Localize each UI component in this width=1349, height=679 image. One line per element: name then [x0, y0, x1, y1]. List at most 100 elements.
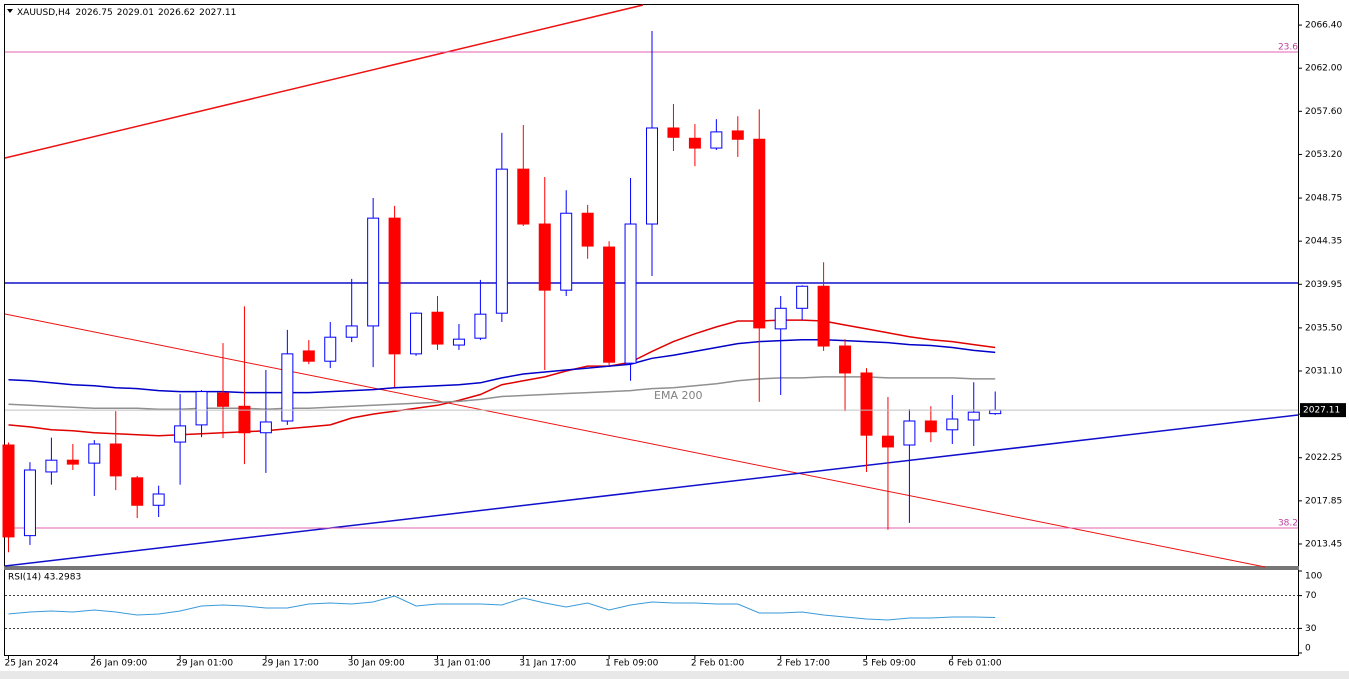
trendline: [4, 313, 1266, 568]
trendline: [4, 4, 644, 159]
x-tick-label: 26 Jan 09:00: [90, 659, 147, 669]
candle-body: [238, 405, 251, 434]
candle-body: [624, 223, 637, 364]
candle-body: [259, 421, 272, 434]
candle-body: [538, 223, 551, 291]
y-tick-label: 2057.60: [1305, 107, 1342, 117]
y-tick-label: 2017.85: [1305, 496, 1342, 506]
y-tick-label: 30: [1305, 624, 1317, 634]
x-tick-label: 30 Jan 09:00: [348, 659, 405, 669]
candle-body: [860, 372, 873, 436]
candle-body: [667, 127, 680, 138]
menu-arrow[interactable]: [7, 9, 13, 13]
candle-body: [66, 459, 79, 465]
header-high: 2029.01: [117, 8, 154, 18]
moving-average: [8, 319, 996, 437]
moving-average: [8, 376, 996, 410]
candle-body: [560, 212, 573, 291]
trendline: [4, 414, 1299, 567]
y-tick-label: 2035.50: [1305, 323, 1342, 333]
x-tick-label: 31 Jan 17:00: [519, 659, 576, 669]
candle-body: [367, 217, 380, 327]
header-low: 2026.62: [158, 8, 195, 18]
scroll-strip: [0, 671, 1349, 679]
x-tick-label: 31 Jan 01:00: [434, 659, 491, 669]
x-tick-label: 29 Jan 17:00: [262, 659, 319, 669]
x-tick-label: 25 Jan 2024: [5, 659, 59, 669]
candle-body: [753, 138, 766, 329]
candle-body: [345, 325, 358, 338]
x-tick-label: 1 Feb 09:00: [605, 659, 659, 669]
fib-label: 23.6: [1278, 43, 1298, 53]
candle-body: [2, 444, 15, 538]
symbol: XAUUSD,H4: [17, 8, 71, 18]
candle-body: [452, 338, 465, 346]
ma-label: EMA 200: [654, 389, 702, 402]
candle-body: [646, 127, 658, 225]
header: XAUUSD,H4 2026.75 2029.01 2026.62 2027.11: [17, 8, 236, 18]
panel-separator: [4, 566, 1299, 570]
y-tick-label: 2022.25: [1305, 453, 1342, 463]
candle-body: [302, 350, 315, 362]
moving-average: [8, 338, 996, 394]
x-tick-label: 2 Feb 01:00: [691, 659, 745, 669]
y-tick-label: 2048.75: [1305, 194, 1342, 204]
candle-body: [603, 246, 616, 363]
candle-body: [517, 168, 530, 225]
candle-body: [474, 313, 487, 339]
x-tick-label: 2 Feb 17:00: [777, 659, 831, 669]
candle-body: [946, 418, 959, 431]
candle-body: [881, 435, 894, 448]
candle-body: [195, 391, 208, 426]
candle-body: [581, 212, 594, 247]
candle-body: [88, 443, 101, 464]
y-tick-label: 70: [1305, 591, 1317, 601]
price-badge-label: 2027.11: [1303, 406, 1340, 416]
candle-body: [388, 217, 401, 355]
candle-body: [924, 420, 937, 433]
candle-body: [109, 443, 122, 477]
candle-body: [710, 131, 723, 149]
y-tick-label: 2066.40: [1305, 21, 1342, 31]
candle-body: [796, 285, 809, 309]
y-tick-label: 100: [1305, 572, 1322, 582]
y-tick-label: 2031.10: [1305, 367, 1342, 377]
x-tick-label: 29 Jan 01:00: [176, 659, 233, 669]
candle-body: [731, 130, 744, 140]
candle-body: [431, 311, 444, 345]
plot-frame: [4, 4, 1299, 656]
candle-body: [152, 493, 165, 506]
candle-body: [324, 336, 337, 362]
y-tick-label: 2053.20: [1305, 150, 1342, 160]
rsi-title: RSI(14) 43.2983: [8, 573, 81, 583]
candle-body: [281, 353, 294, 422]
fib-label: 38.2: [1278, 519, 1298, 529]
candle-body: [217, 392, 229, 407]
header-open: 2026.75: [76, 8, 113, 18]
candle-body: [45, 459, 58, 473]
y-tick-label: 0: [1305, 644, 1311, 654]
candle-body: [774, 307, 787, 330]
candle-body: [967, 411, 980, 421]
candle-body: [903, 420, 916, 446]
y-tick-label: 2039.95: [1305, 280, 1342, 290]
y-tick-label: 2044.35: [1305, 237, 1342, 247]
candle-body: [131, 477, 144, 506]
y-tick-label: 2062.00: [1305, 64, 1342, 74]
x-tick-label: 5 Feb 09:00: [863, 659, 917, 669]
candle-body: [495, 168, 508, 314]
candle-body: [989, 409, 1002, 415]
candle-body: [688, 137, 701, 149]
header-close: 2027.11: [199, 8, 236, 18]
candle-body: [839, 345, 852, 374]
candle-body: [817, 285, 830, 347]
candle-body: [410, 312, 423, 355]
x-tick-label: 6 Feb 01:00: [948, 659, 1002, 669]
candle-body: [174, 425, 187, 443]
candle-body: [23, 469, 36, 537]
rsi-line: [8, 595, 996, 621]
price-badge: [1300, 403, 1346, 418]
y-tick-label: 2013.45: [1305, 539, 1342, 549]
